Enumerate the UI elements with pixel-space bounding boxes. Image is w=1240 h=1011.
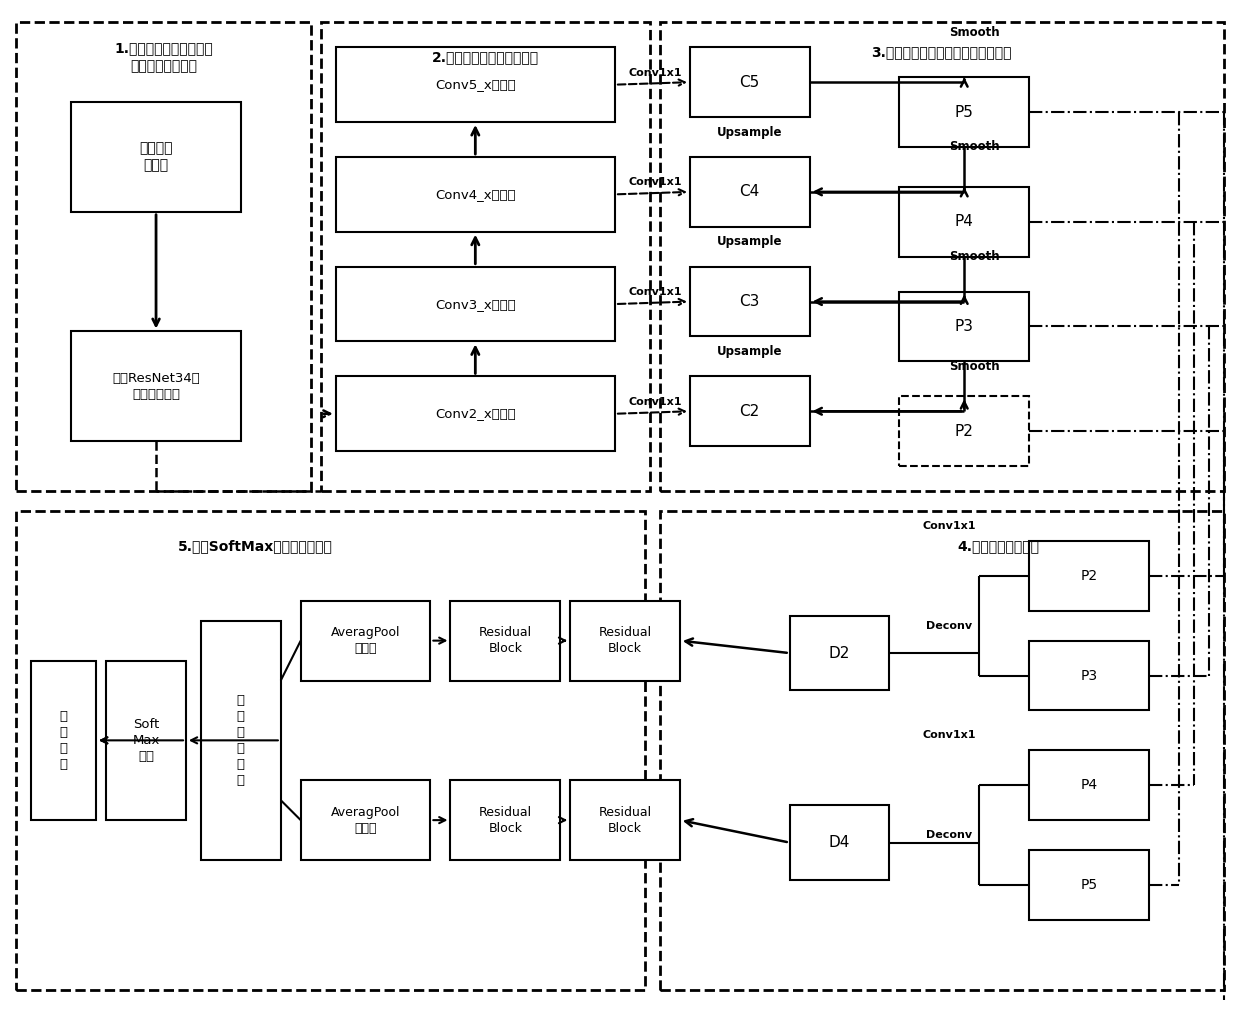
Text: Smooth: Smooth [949,250,999,263]
Text: C5: C5 [739,75,760,90]
Text: Conv1x1: Conv1x1 [629,177,682,187]
Bar [107,660,186,820]
Text: AveragPool
层特征: AveragPool 层特征 [331,626,401,655]
Text: D4: D4 [828,835,851,850]
Bar [301,601,430,680]
Text: P4: P4 [1080,778,1097,793]
Bar [71,332,241,441]
Bar [660,511,1224,990]
Text: 2.遥感图像的深度特征提取: 2.遥感图像的深度特征提取 [432,51,539,65]
Text: 基于ResNet34的
卷积神经网络: 基于ResNet34的 卷积神经网络 [112,372,200,400]
Text: Upsample: Upsample [717,345,782,358]
Text: Upsample: Upsample [717,125,782,139]
Bar [321,22,650,491]
Text: Smooth: Smooth [949,360,999,373]
Text: 遥感图像
数据集: 遥感图像 数据集 [139,142,172,173]
Bar [689,267,810,337]
Text: Smooth: Smooth [949,26,999,38]
Text: C3: C3 [739,294,760,309]
Text: Deconv: Deconv [926,621,972,631]
Text: C4: C4 [739,184,760,199]
Bar [336,267,615,342]
Bar [450,780,560,860]
Text: P2: P2 [955,424,973,439]
Bar [336,157,615,232]
Text: Residual
Block: Residual Block [599,806,651,835]
Text: P3: P3 [955,319,973,334]
Bar [660,22,1224,491]
Text: P3: P3 [1080,668,1097,682]
Bar [1029,541,1148,611]
Text: 串
联
融
合
特
征: 串 联 融 合 特 征 [237,694,244,787]
Bar [16,511,645,990]
Bar [1029,641,1148,711]
Text: C2: C2 [739,403,760,419]
Text: P5: P5 [1080,878,1097,892]
Bar [336,376,615,451]
Bar [790,616,889,691]
Bar [450,601,560,680]
Bar [790,805,889,880]
Text: Conv4_x层特征: Conv4_x层特征 [435,188,516,201]
Text: Conv3_x层特征: Conv3_x层特征 [435,297,516,310]
Bar [71,102,241,212]
Text: Conv1x1: Conv1x1 [923,730,976,740]
Bar [899,396,1029,466]
Text: D2: D2 [828,646,851,660]
Text: Residual
Block: Residual Block [599,626,651,655]
Text: 1.基于特征金字塔网络的
卷积神经网络设计: 1.基于特征金字塔网络的 卷积神经网络设计 [114,41,213,73]
Text: Soft
Max
分类: Soft Max 分类 [133,718,160,763]
Text: P4: P4 [955,214,973,229]
Bar [689,157,810,226]
Text: 5.基于SoftMax的遥感图像分类: 5.基于SoftMax的遥感图像分类 [177,539,332,553]
Text: Deconv: Deconv [926,830,972,840]
Text: Smooth: Smooth [949,141,999,154]
Text: Conv2_x层特征: Conv2_x层特征 [435,407,516,421]
Bar [201,621,280,860]
Bar [570,601,680,680]
Text: P5: P5 [955,104,973,119]
Text: Residual
Block: Residual Block [479,626,532,655]
Bar [899,291,1029,361]
Text: Conv1x1: Conv1x1 [923,521,976,531]
Text: AveragPool
层特征: AveragPool 层特征 [331,806,401,835]
Text: Residual
Block: Residual Block [479,806,532,835]
Bar [16,22,311,491]
Text: 4.深层语义嵌入模块: 4.深层语义嵌入模块 [957,539,1039,553]
Bar [31,660,97,820]
Text: Conv5_x层特征: Conv5_x层特征 [435,78,516,91]
Bar [336,48,615,122]
Text: P2: P2 [1080,569,1097,582]
Text: 3.基于特征金字塔的特征降维与融合: 3.基于特征金字塔的特征降维与融合 [872,45,1012,60]
Text: Conv1x1: Conv1x1 [629,68,682,78]
Bar [301,780,430,860]
Bar [899,187,1029,257]
Bar [1029,750,1148,820]
Text: Conv1x1: Conv1x1 [629,287,682,297]
Bar [1029,850,1148,920]
Bar [689,48,810,117]
Bar [899,77,1029,147]
Text: 分
类
结
果: 分 类 结 果 [60,710,68,770]
Text: Upsample: Upsample [717,236,782,249]
Text: Conv1x1: Conv1x1 [629,396,682,406]
Bar [689,376,810,446]
Bar [570,780,680,860]
